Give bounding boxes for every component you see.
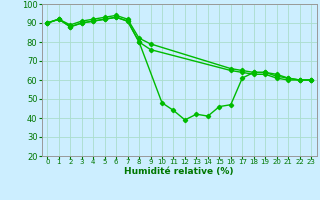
- X-axis label: Humidité relative (%): Humidité relative (%): [124, 167, 234, 176]
